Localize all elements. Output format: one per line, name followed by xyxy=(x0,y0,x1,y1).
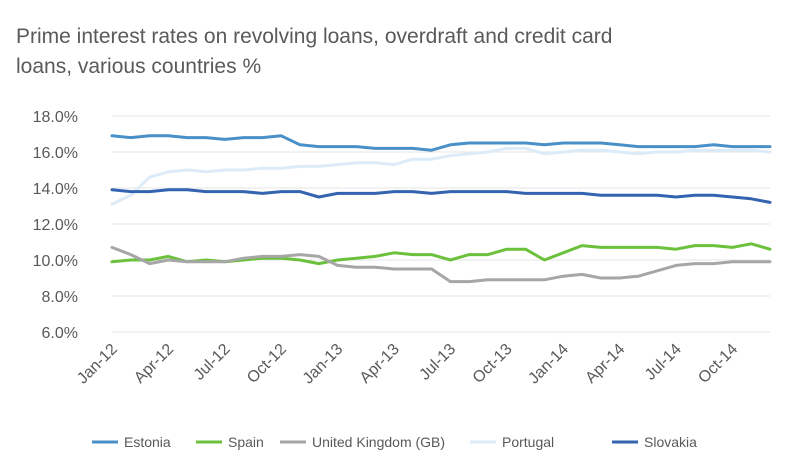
legend-label: Spain xyxy=(228,434,264,450)
y-tick-label: 14.0% xyxy=(33,181,78,198)
legend-label: United Kingdom (GB) xyxy=(312,434,445,450)
x-tick-label: Jan-13 xyxy=(300,341,347,388)
y-tick-label: 6.0% xyxy=(42,325,78,342)
legend-label: Estonia xyxy=(124,434,171,450)
y-tick-label: 10.0% xyxy=(33,253,78,270)
series-line-united-kingdom-gb xyxy=(110,245,772,284)
x-tick-label: Apr-13 xyxy=(357,341,403,387)
x-tick-label: Jan-12 xyxy=(74,341,121,388)
x-tick-label: Apr-14 xyxy=(582,341,628,387)
y-tick-label: 16.0% xyxy=(33,145,78,162)
x-tick-label: Oct-12 xyxy=(244,341,290,387)
series-line-portugal xyxy=(110,146,772,206)
y-tick-label: 18.0% xyxy=(33,109,78,126)
x-tick-label: Jul-14 xyxy=(642,341,685,384)
x-tick-label: Jan-14 xyxy=(525,341,572,388)
x-tick-label: Oct-14 xyxy=(695,341,741,387)
y-tick-label: 12.0% xyxy=(33,217,78,234)
y-tick-label: 8.0% xyxy=(42,289,78,306)
series-line-estonia xyxy=(110,134,772,152)
legend-label: Slovakia xyxy=(644,434,697,450)
x-tick-label: Oct-13 xyxy=(470,341,516,387)
x-axis-ticks: Jan-12 Apr-12 Jul-12 Oct-12 Jan-13 Apr-13 Jul-… xyxy=(74,341,741,388)
legend: Estonia Spain United Kingdom (GB) Portugal S… xyxy=(92,434,697,450)
chart-title: Prime interest rates on revolving loans,… xyxy=(16,25,613,78)
y-axis-ticks: 18.0% 16.0% 14.0% 12.0% 10.0% 8.0% 6.0% xyxy=(33,109,78,342)
series-line-slovakia xyxy=(110,188,772,204)
x-tick-label: Apr-12 xyxy=(131,341,177,387)
x-tick-label: Jul-12 xyxy=(191,341,234,384)
x-tick-label: Jul-13 xyxy=(416,341,459,384)
series-lines xyxy=(110,134,772,284)
legend-label: Portugal xyxy=(502,434,554,450)
